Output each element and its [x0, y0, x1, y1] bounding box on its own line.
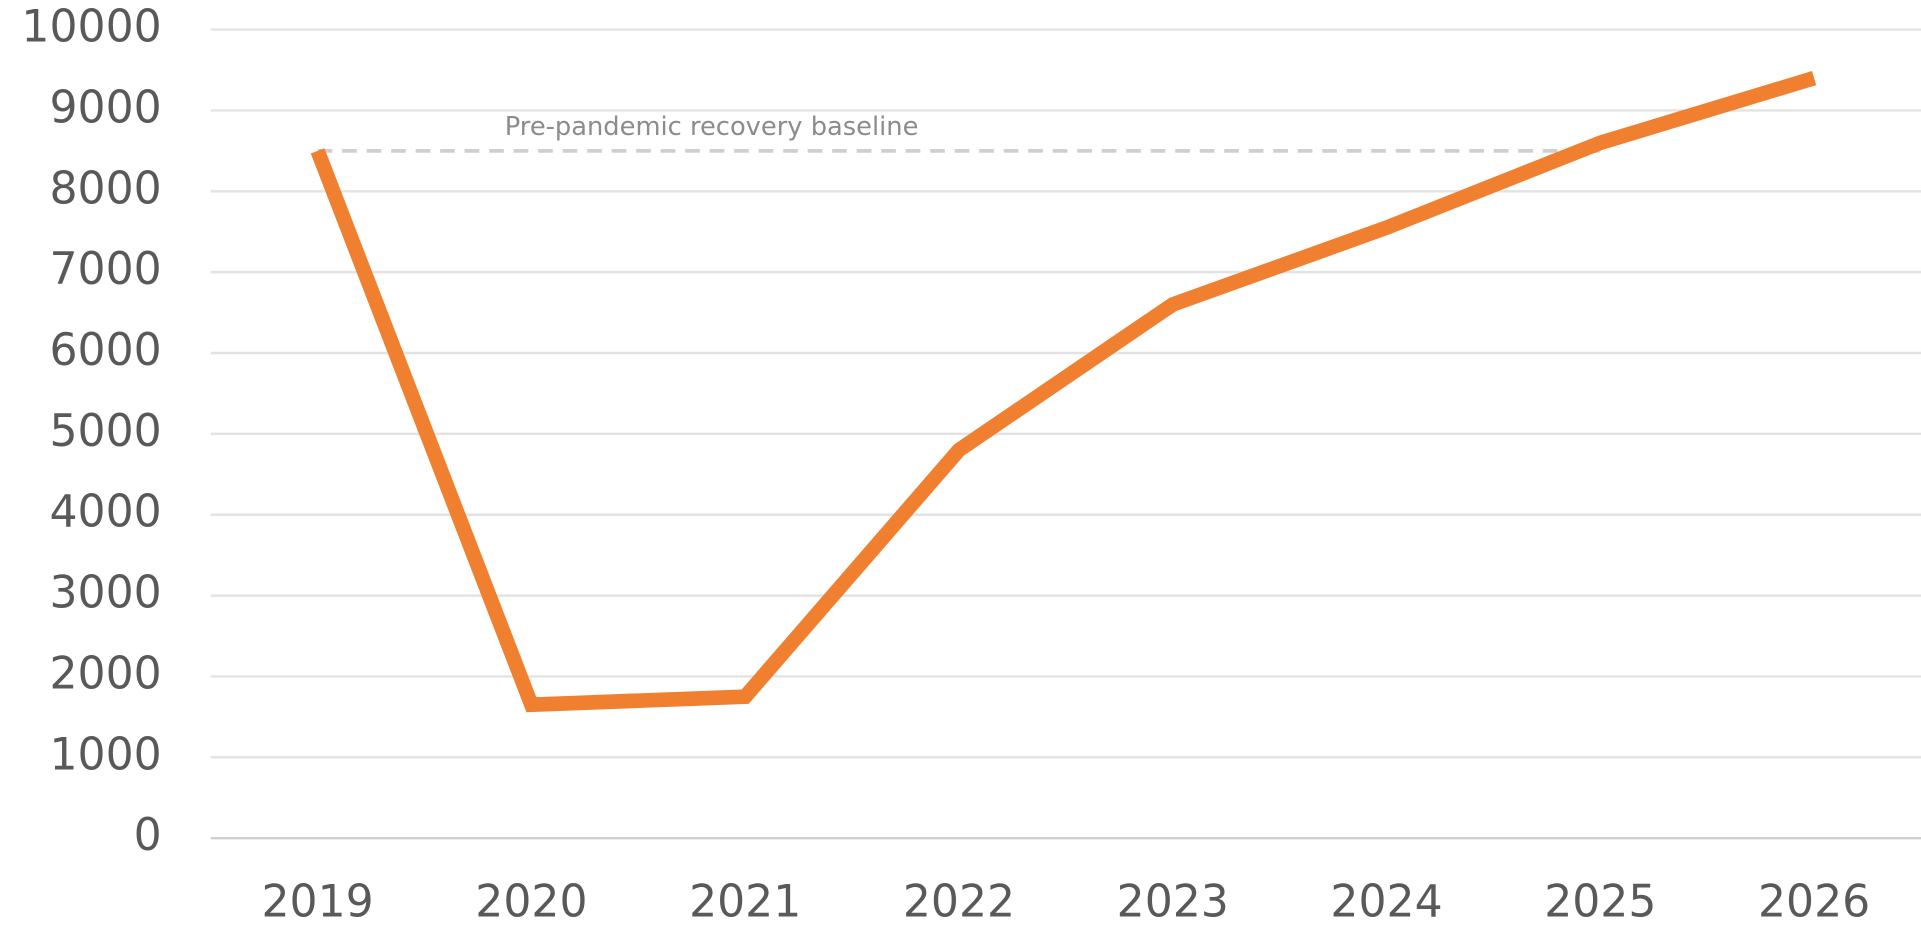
x-tick-label: 2023: [1117, 876, 1229, 927]
y-tick-label: 1000: [49, 729, 161, 780]
x-tick-label: 2021: [689, 876, 801, 927]
reference-label: Pre-pandemic recovery baseline: [505, 112, 919, 142]
x-tick-label: 2024: [1330, 876, 1442, 927]
x-tick-label: 2025: [1544, 876, 1656, 927]
y-tick-label: 0: [134, 810, 162, 861]
y-tick-label: 5000: [49, 406, 161, 457]
y-tick-label: 9000: [49, 82, 161, 133]
line-series: [310, 71, 1817, 713]
x-tick-label: 2020: [475, 876, 587, 927]
y-tick-label: 8000: [49, 163, 161, 214]
y-tick-label: 7000: [49, 244, 161, 295]
y-tick-label: 2000: [49, 648, 161, 699]
y-tick-label: 3000: [49, 568, 161, 619]
x-tick-label: 2022: [903, 876, 1015, 927]
y-tick-label: 4000: [49, 487, 161, 538]
x-tick-label: 2019: [262, 876, 374, 927]
x-tick-label: 2026: [1758, 876, 1870, 927]
y-tick-label: 6000: [49, 325, 161, 376]
y-tick-label: 10000: [21, 2, 161, 53]
